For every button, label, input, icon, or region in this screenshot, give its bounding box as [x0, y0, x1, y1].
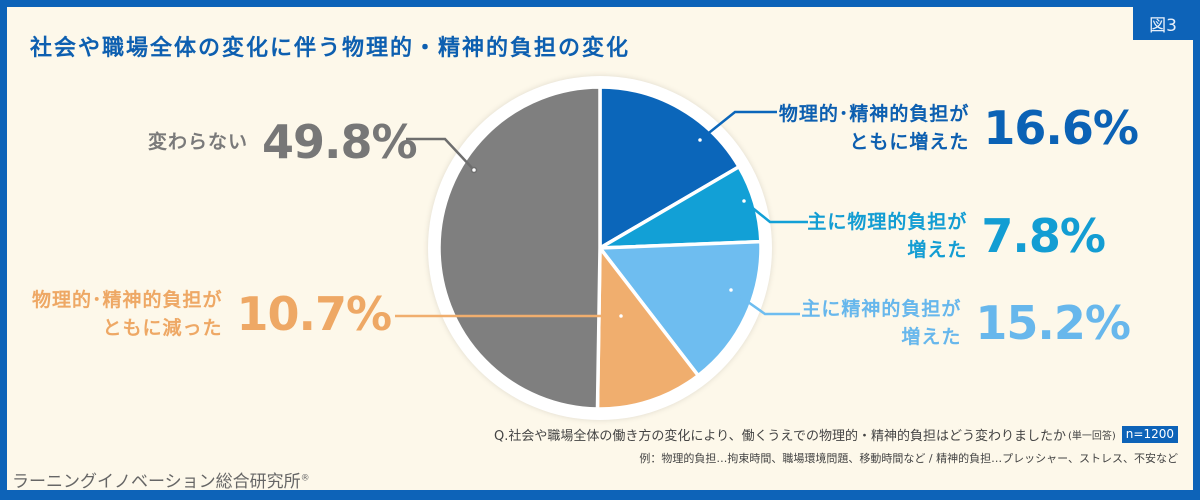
chart-title: 社会や職場全体の変化に伴う物理的・精神的負担の変化 — [30, 36, 631, 61]
label-line2: ともに減った — [102, 317, 223, 339]
pie-slice-both_down — [595, 246, 700, 411]
example-note: 例：物理的負担…拘束時間、職場環境問題、移動時間など / 精神的負担…プレッシャ… — [639, 452, 1178, 465]
percent-value: 16.6% — [983, 101, 1139, 155]
label-line1: 主に物理的負担が — [807, 211, 968, 233]
label-line1: 物理的･精神的負担が — [32, 289, 223, 311]
percent-value: 49.8% — [262, 115, 418, 169]
label-physical-increased: 主に物理的負担が 増えた 7.8% — [807, 208, 1106, 264]
pie-slice-unchanged — [437, 85, 602, 411]
percent-value: 7.8% — [981, 209, 1106, 263]
pie-slice-both_up — [598, 85, 741, 250]
sample-size-badge: n=1200 — [1121, 426, 1178, 443]
survey-question: Q.社会や職場全体の働き方の変化により、働くうえでの物理的・精神的負担はどう変わ… — [494, 425, 1178, 444]
brand-logo: ラーニングイノベーション総合研究所® — [12, 467, 310, 492]
label-both-decreased: 物理的･精神的負担が ともに減った 10.7% — [32, 286, 393, 342]
leader-line — [730, 288, 800, 316]
label-unchanged: 変わらない 49.8% — [148, 115, 418, 169]
question-text: Q.社会や職場全体の働き方の変化により、働くうえでの物理的・精神的負担はどう変わ… — [494, 429, 1066, 444]
label-mental-increased: 主に精神的負担が 増えた 15.2% — [801, 295, 1131, 351]
question-note: (単一回答) — [1067, 431, 1116, 442]
percent-value: 10.7% — [236, 287, 393, 341]
label-line1: 変わらない — [148, 131, 249, 153]
label-line1: 物理的･精神的負担が — [778, 103, 970, 125]
registered-mark: ® — [300, 473, 310, 484]
brand-name: ラーニングイノベーション総合研究所 — [12, 472, 301, 492]
label-line1: 主に精神的負担が — [801, 298, 962, 320]
leader-line — [699, 110, 777, 141]
pie-slice-mental_up — [598, 239, 763, 378]
label-both-increased: 物理的･精神的負担が ともに増えた 16.6% — [778, 100, 1139, 156]
label-line2: 増えた — [901, 326, 962, 348]
label-line2: ともに増えた — [849, 131, 970, 153]
percent-value: 15.2% — [975, 296, 1131, 350]
leader-line — [743, 200, 808, 224]
leader-line — [406, 137, 475, 171]
label-line2: 増えた — [907, 239, 968, 261]
figure-tag: 図3 — [1133, 7, 1193, 40]
